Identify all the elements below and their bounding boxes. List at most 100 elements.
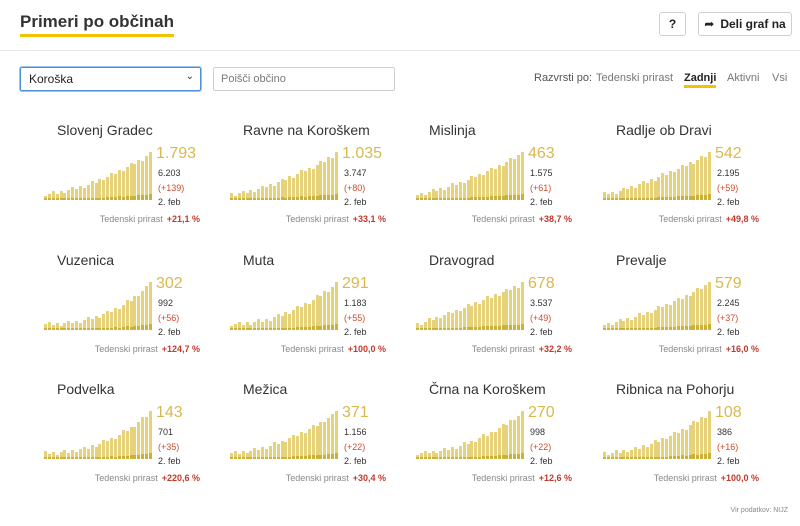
sparkline-bar: [335, 152, 338, 200]
sort-option-weekly-growth[interactable]: Tedenski prirast: [596, 72, 674, 84]
sparkline-bar: [645, 311, 649, 330]
municipality-card[interactable]: Mežica 371 1.156 (+22) 2. feb Tedenski p…: [230, 381, 400, 493]
weekly-growth-value: +220,6 %: [161, 473, 200, 483]
sparkline-bar: [497, 164, 501, 200]
municipality-card[interactable]: Slovenj Gradec 1.793 6.203 (+139) 2. feb…: [44, 122, 214, 234]
municipality-card[interactable]: Muta 291 1.183 (+55) 2. feb Tedenski pri…: [230, 252, 400, 364]
sparkline-bar: [307, 167, 311, 200]
municipality-card[interactable]: Prevalje 579 2.245 (+37) 2. feb Tedenski…: [603, 252, 773, 364]
active-cases-value: 463: [528, 145, 555, 162]
daily-change-value: (+80): [344, 183, 366, 193]
sparkline-bar: [486, 435, 489, 459]
sparkline-bar-daily: [486, 326, 489, 330]
sparkline-bar: [509, 420, 513, 459]
municipality-card[interactable]: Vuzenica 302 992 (+56) 2. feb Tedenski p…: [44, 252, 214, 364]
sparkline-bar-daily: [466, 457, 470, 459]
municipality-card[interactable]: Radlje ob Dravi 542 2.195 (+59) 2. feb T…: [603, 122, 773, 234]
sort-option-all[interactable]: Vsi: [772, 72, 788, 84]
weekly-growth-value: +100,0 %: [347, 344, 386, 354]
sparkline-bar-daily: [603, 198, 606, 200]
sparkline-bar-daily: [610, 328, 614, 330]
sparkline-bar: [704, 417, 708, 459]
sparkline-bar-daily: [657, 197, 661, 200]
sparkline-bar: [462, 183, 466, 200]
help-button[interactable]: ?: [659, 12, 686, 36]
daily-change-value: (+56): [158, 313, 180, 323]
municipality-card[interactable]: Ribnica na Pohorju 108 386 (+16) 2. feb …: [603, 381, 773, 493]
sparkline-bar-daily: [292, 197, 296, 200]
sparkline-bar: [331, 413, 335, 459]
sparkline-bar-daily: [315, 455, 319, 459]
weekly-growth: Tedenski prirast +32,2 %: [472, 344, 572, 354]
municipality-search-input[interactable]: [213, 67, 395, 91]
municipality-card[interactable]: Podvelka 143 701 (+35) 2. feb Tedenski p…: [44, 381, 214, 493]
date-label: 2. feb: [530, 197, 553, 207]
sparkline-bar-daily: [249, 198, 253, 200]
sparkline-bar: [669, 171, 673, 200]
weekly-growth-label: Tedenski prirast: [285, 473, 349, 483]
sparkline-bar: [673, 431, 676, 459]
sparkline-bar: [47, 193, 51, 200]
sparkline-bar-daily: [79, 457, 82, 459]
sparkline-bar-daily: [427, 198, 431, 200]
controls-bar: Koroška ⌄ Razvrsti po: Tedenski prirast …: [0, 67, 800, 93]
sort-option-active[interactable]: Aktivni: [727, 72, 760, 84]
region-select[interactable]: Koroška ⌄: [20, 67, 201, 91]
sparkline-bar: [661, 173, 665, 200]
weekly-growth-label: Tedenski prirast: [285, 214, 349, 224]
sparkline-bar-daily: [482, 197, 486, 200]
sparkline-bar: [319, 296, 323, 330]
sparkline-bar: [117, 434, 121, 459]
sparkline-bar-daily: [684, 195, 688, 200]
municipality-card[interactable]: Ravne na Koroškem 1.035 3.747 (+80) 2. f…: [230, 122, 400, 234]
sparkline-bar: [692, 163, 696, 200]
sparkline-bar: [149, 411, 152, 459]
share-button[interactable]: ➦ Deli graf na: [698, 12, 792, 36]
weekly-growth-value: +21,1 %: [166, 214, 200, 224]
total-cases-value: 992: [158, 298, 174, 308]
sparkline-bar: [276, 314, 280, 330]
sparkline-bar-daily: [509, 454, 513, 459]
daily-change-value: (+49): [530, 313, 552, 323]
weekly-growth-label: Tedenski prirast: [658, 214, 722, 224]
sparkline-bar: [292, 177, 296, 200]
sparkline-bar: [419, 452, 423, 459]
sparkline-bar: [110, 437, 114, 459]
sparkline-bar: [419, 192, 423, 200]
sparkline-bar: [680, 428, 684, 459]
sparkline-bar: [451, 447, 454, 459]
mini-bar-chart: [230, 152, 338, 200]
municipality-card[interactable]: Mislinja 463 1.575 (+61) 2. feb Tedenski…: [416, 122, 586, 234]
sparkline-bar-daily: [676, 326, 680, 330]
sparkline-bar: [493, 432, 497, 459]
sparkline-bar-daily: [90, 457, 94, 459]
sparkline-bar-daily: [296, 327, 300, 330]
sparkline-bar-daily: [51, 198, 55, 200]
active-cases-value: 371: [342, 404, 369, 421]
sparkline-bar-daily: [268, 328, 272, 330]
sparkline-bar: [303, 171, 307, 200]
sparkline-bar-daily: [505, 325, 509, 330]
sparkline-bar-daily: [98, 197, 102, 200]
sparkline-bar-daily: [688, 195, 692, 200]
total-cases-value: 1.183: [344, 298, 367, 308]
sparkline-bar-daily: [657, 456, 661, 459]
municipality-card[interactable]: Črna na Koroškem 270 998 (+22) 2. feb Te…: [416, 381, 586, 493]
sort-option-latest[interactable]: Zadnji: [684, 72, 717, 88]
sparkline-bar: [241, 451, 245, 459]
sparkline-bar-daily: [454, 198, 458, 200]
sparkline-bar-daily: [303, 196, 307, 200]
sparkline-bar: [51, 451, 55, 459]
municipality-card[interactable]: Dravograd 678 3.537 (+49) 2. feb Tedensk…: [416, 252, 586, 364]
sparkline-bar-daily: [603, 328, 606, 330]
sparkline-bar-daily: [265, 457, 268, 459]
sparkline-bar-daily: [653, 327, 657, 330]
sparkline-bar-daily: [669, 456, 673, 459]
sparkline-bar: [327, 157, 331, 200]
mini-bar-chart: [44, 411, 152, 459]
sparkline-bar: [268, 445, 272, 459]
sparkline-bar-daily: [431, 457, 435, 459]
sparkline-bar-daily: [501, 454, 505, 459]
sparkline-bar: [102, 440, 106, 459]
active-cases-value: 143: [156, 404, 183, 421]
